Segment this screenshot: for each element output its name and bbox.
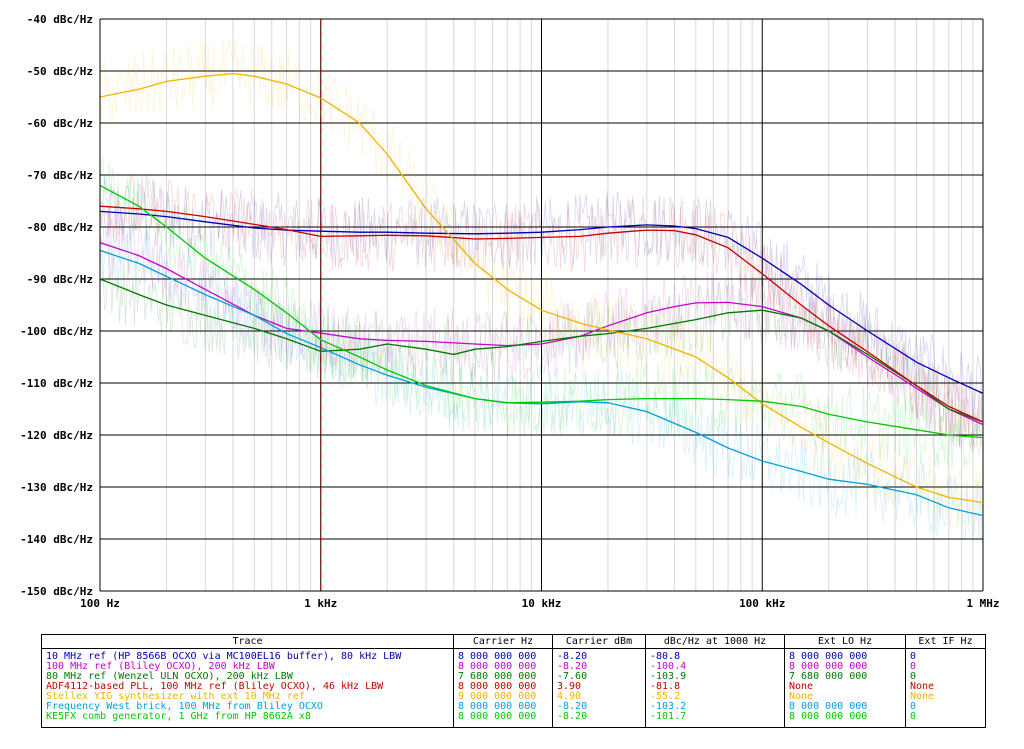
legend-ext-if: 0 [905,702,986,712]
y-tick-label: -150 dBc/Hz [20,585,93,598]
legend-dbc-1000: -55.2 [645,692,785,702]
legend-dbc-1000: -101.7 [645,712,785,728]
legend-ext-lo: 8 000 000 000 [784,712,906,728]
legend-carrier-dbm: -8.20 [552,702,646,712]
legend-trace-name: 100 MHz ref (Bliley OCXO), 200 kHz LBW [46,661,275,672]
legend-carrier-hz: 8 000 000 000 [453,682,553,692]
phase-noise-chart: -40 dBc/Hz -50 dBc/Hz -60 dBc/Hz -70 dBc/Hz… [20,13,999,610]
y-tick-label: -80 dBc/Hz [27,221,93,234]
y-tick-label: -40 dBc/Hz [27,13,93,26]
legend-carrier-dbm: 3.90 [552,682,646,692]
legend-trace-name: ADF4112-based PLL, 100 MHz ref (Bliley O… [46,681,384,692]
legend-row: Frequency West brick, 100 MHz from Blile… [42,702,986,712]
legend-carrier-hz: 7 680 000 000 [453,672,553,682]
legend-ext-if: None [905,682,986,692]
raw-noise-trace [99,254,983,449]
x-tick-label: 100 kHz [739,597,785,610]
y-tick-label: -100 dBc/Hz [20,325,93,338]
series-line [99,72,984,504]
legend-carrier-hz: 8 000 000 000 [453,648,553,662]
header-carrier-hz: Carrier Hz [453,634,553,649]
legend-row: 100 MHz ref (Bliley OCXO), 200 kHz LBW 8 … [42,662,986,672]
legend-dbc-1000: -81.8 [645,682,785,692]
legend-carrier-dbm: 4.90 [552,692,646,702]
legend-ext-lo: 8 000 000 000 [784,702,906,712]
header-ext-lo-hz: Ext LO Hz [784,634,906,649]
raw-noise-trace [99,227,983,544]
legend-row: KE5FX comb generator, 1 GHz from HP 8662… [42,712,986,728]
x-tick-label: 10 kHz [522,597,562,610]
legend-trace-name: Frequency West brick, 100 MHz from Blile… [46,701,323,712]
legend-dbc-1000: -80.8 [645,648,785,662]
legend-carrier-hz: 8 000 000 000 [453,712,553,728]
series-line [99,210,984,394]
legend-carrier-dbm: -8.20 [552,662,646,672]
legend-row: Stellex YIG synthesizer with ext 10 MHz … [42,692,986,702]
header-dbc-at-1000: dBc/Hz at 1000 Hz [645,634,785,649]
legend-row: 80 MHz ref (Wenzel ULN OCXO), 200 kHz LB… [42,672,986,682]
legend-row: 10 MHz ref (HP 8566B OCXO via MC100EL16 … [42,648,986,662]
series-line [99,278,984,423]
legend-ext-if: 0 [905,662,986,672]
raw-noise-trace [99,156,983,470]
legend-ext-if: 0 [905,672,986,682]
x-tick-label: 1 MHz [966,597,999,610]
legend-carrier-dbm: -7.60 [552,672,646,682]
legend-ext-lo: None [784,682,906,692]
raw-noise-trace [99,174,983,449]
legend-header-row: Trace Carrier Hz Carrier dBm dBc/Hz at 1… [41,634,986,649]
x-tick-label: 1 kHz [304,597,337,610]
trace-legend-table: Trace Carrier Hz Carrier dBm dBc/Hz at 1… [41,634,986,728]
legend-ext-if: 0 [905,712,986,728]
legend-ext-if: 0 [905,648,986,662]
y-tick-label: -110 dBc/Hz [20,377,93,390]
legend-ext-lo: 8 000 000 000 [784,662,906,672]
header-trace: Trace [41,634,454,649]
raw-noise-trace [99,38,983,534]
legend-trace-name: 80 MHz ref (Wenzel ULN OCXO), 200 kHz LB… [46,671,293,682]
series-line [99,205,984,423]
legend-dbc-1000: -103.9 [645,672,785,682]
y-tick-label: -50 dBc/Hz [27,65,93,78]
y-tick-label: -90 dBc/Hz [27,273,93,286]
y-tick-label: -140 dBc/Hz [20,533,93,546]
legend-trace-name: 10 MHz ref (HP 8566B OCXO via MC100EL16 … [46,651,402,662]
series-line [99,184,984,439]
legend-row: ADF4112-based PLL, 100 MHz ref (Bliley O… [42,682,986,692]
legend-carrier-dbm: -8.20 [552,648,646,662]
legend-ext-lo: None [784,692,906,702]
x-tick-label: 100 Hz [80,597,120,610]
y-tick-label: -120 dBc/Hz [20,429,93,442]
y-tick-label: -70 dBc/Hz [27,169,93,182]
legend-ext-if: None [905,692,986,702]
legend-dbc-1000: -103.2 [645,702,785,712]
legend-trace-name: KE5FX comb generator, 1 GHz from HP 8662… [46,711,311,722]
legend-body: 10 MHz ref (HP 8566B OCXO via MC100EL16 … [41,648,986,728]
legend-ext-lo: 8 000 000 000 [784,648,906,662]
series-line [99,249,984,517]
raw-noise-trace [99,175,983,425]
legend-dbc-1000: -100.4 [645,662,785,672]
y-tick-label: -60 dBc/Hz [27,117,93,130]
legend-carrier-dbm: -8.20 [552,712,646,728]
legend-ext-lo: 7 680 000 000 [784,672,906,682]
legend-trace-name: Stellex YIG synthesizer with ext 10 MHz … [46,691,305,702]
raw-noise-trace [99,207,983,454]
header-ext-if-hz: Ext IF Hz [905,634,986,649]
legend-carrier-hz: 8 000 000 000 [453,662,553,672]
header-carrier-dbm: Carrier dBm [552,634,646,649]
legend-carrier-hz: 9 000 000 000 [453,692,553,702]
legend-carrier-hz: 8 000 000 000 [453,702,553,712]
y-tick-label: -130 dBc/Hz [20,481,93,494]
